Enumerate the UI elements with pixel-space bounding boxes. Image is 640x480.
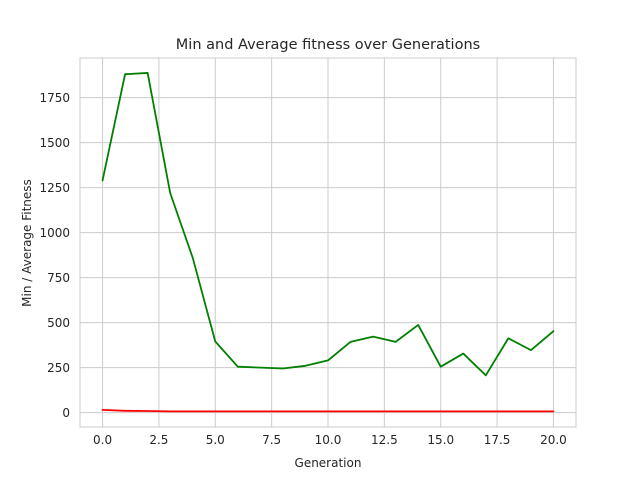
chart-title: Min and Average fitness over Generations [176,37,480,53]
x-tick-label: 2.5 [149,433,168,447]
series-lines [101,72,555,413]
y-tick-label: 1000 [39,226,70,240]
x-tick-label: 0.0 [93,433,112,447]
x-tick-label: 20.0 [540,433,567,447]
x-axis-ticks: 0.0 2.5 5.0 7.5 10.0 12.5 15.0 17.5 20.0 [93,433,567,447]
y-axis-ticks: 0 250 500 750 1000 1250 1500 1750 [39,91,70,420]
x-tick-label: 12.5 [371,433,398,447]
x-tick-label: 17.5 [484,433,511,447]
x-tick-label: 7.5 [262,433,281,447]
x-tick-label: 15.0 [427,433,454,447]
plot-frame [79,57,577,428]
y-tick-label: 750 [47,271,70,285]
y-axis-label: Min / Average Fitness [20,179,34,307]
x-tick-label: 10.0 [315,433,342,447]
grid-lines [80,58,576,427]
y-tick-label: 250 [47,361,70,375]
y-tick-label: 1750 [39,91,70,105]
x-tick-label: 5.0 [206,433,225,447]
series-line-green [101,72,555,377]
y-tick-label: 0 [62,406,70,420]
x-axis-label: Generation [295,456,362,470]
y-tick-label: 500 [47,316,70,330]
y-tick-label: 1500 [39,136,70,150]
series-line-red [101,408,555,413]
y-tick-label: 1250 [39,181,70,195]
